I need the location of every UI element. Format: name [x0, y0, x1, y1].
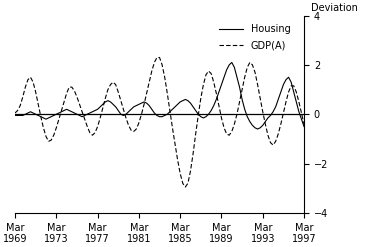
Housing: [286, 76, 291, 79]
GDP(A): [20, 96, 25, 99]
GDP(A): [154, 56, 159, 59]
Housing: [20, 114, 25, 117]
Housing: [232, 66, 237, 69]
Housing: [302, 125, 307, 128]
Housing: [258, 126, 263, 129]
Housing: [105, 99, 110, 102]
GDP(A): [234, 113, 239, 116]
GDP(A): [286, 91, 291, 94]
GDP(A): [105, 88, 110, 91]
Line: GDP(A): GDP(A): [15, 58, 304, 187]
GDP(A): [183, 185, 188, 188]
Line: Housing: Housing: [15, 62, 304, 129]
Text: Deviation: Deviation: [311, 3, 358, 13]
GDP(A): [302, 123, 307, 125]
Housing: [229, 61, 234, 64]
GDP(A): [258, 97, 263, 100]
GDP(A): [13, 111, 17, 114]
Housing: [13, 114, 17, 117]
Housing: [23, 113, 28, 116]
Legend: Housing, GDP(A): Housing, GDP(A): [219, 24, 290, 50]
GDP(A): [23, 86, 28, 89]
Housing: [255, 127, 260, 130]
